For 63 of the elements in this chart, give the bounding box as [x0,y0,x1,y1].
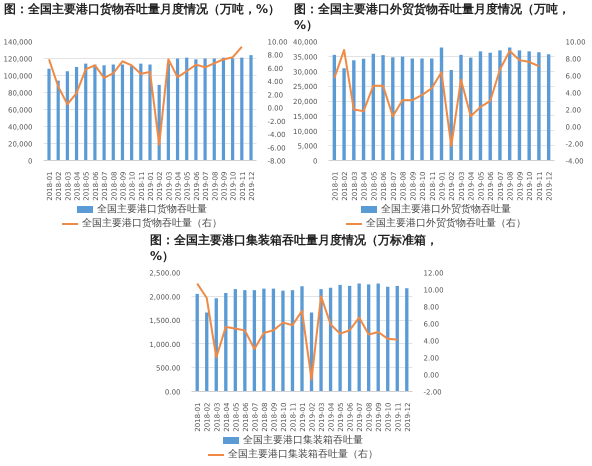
chart-title: 图：全国主要港口外贸货物吞吐量月度情况（万吨，%） [293,1,571,33]
bar [47,68,51,160]
line-series [333,49,540,148]
bar [112,64,115,160]
bar [203,58,207,160]
bar [185,58,188,160]
bar [342,68,346,160]
bar [527,51,531,160]
bar [386,286,390,392]
bar [214,298,218,392]
bar [196,294,199,392]
legend-label: 全国主要港口外贸货物吞吐量（右） [365,217,526,230]
bar [381,55,385,160]
bar [130,66,134,160]
bar [120,64,124,160]
bar [231,58,234,160]
bar [405,288,408,392]
bar [430,58,434,160]
legend-label: 全国主要港口集装箱吞吐量（右） [227,448,378,461]
bar [338,284,342,392]
line-series [196,282,398,381]
bar [84,64,88,160]
legend-label: 全国主要港口外贸货物吞吐量 [380,203,511,216]
bar [212,58,216,160]
bar [537,52,541,160]
bar [332,54,336,160]
legend-label: 全国主要港口货物吞吐量 [96,203,207,216]
bar [469,58,472,160]
bar [498,50,502,160]
bar [362,58,366,160]
bar [249,55,253,160]
bar [234,289,237,392]
bar [367,284,370,392]
legend-label: 全国主要港口货物吞吐量（右） [81,217,222,230]
bar [410,58,414,160]
bar [56,80,60,160]
bar [222,58,226,160]
bar [391,57,394,160]
bar [376,283,380,392]
bar [93,64,97,160]
bar [372,54,376,160]
bar [194,59,198,160]
bar [352,60,356,160]
bar [518,50,522,160]
bar [546,54,550,160]
bar [176,58,180,160]
bar [243,290,247,392]
legend-label: 全国主要港口集装箱吞吐量 [242,434,363,447]
bar [102,65,106,160]
bar [252,290,256,392]
bar [508,47,512,160]
line-series [48,46,243,146]
bar [396,286,399,392]
chart-title: 图：全国主要港口集装箱吞吐量月度情况（万标准箱，%） [149,232,439,264]
bar [488,52,492,160]
bar [357,283,361,392]
bar [205,312,208,392]
chart-title: 图：全国主要港口货物吞吐量月度情况（万吨，%） [3,1,282,17]
bar [224,292,228,392]
bar [240,58,244,160]
bar [139,64,142,160]
bar [348,286,352,392]
bar [262,288,266,392]
